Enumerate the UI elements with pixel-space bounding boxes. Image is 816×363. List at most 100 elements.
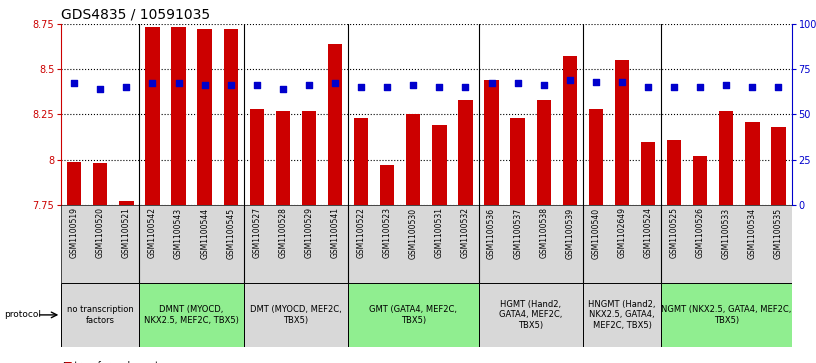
Text: GSM1100545: GSM1100545 xyxy=(226,207,235,258)
Text: GSM1100524: GSM1100524 xyxy=(644,207,653,258)
Bar xyxy=(537,100,551,205)
Text: GSM1100526: GSM1100526 xyxy=(696,207,705,258)
Point xyxy=(251,82,264,88)
Bar xyxy=(61,283,140,347)
Bar xyxy=(348,205,478,283)
Text: GSM1100537: GSM1100537 xyxy=(513,207,522,258)
Bar xyxy=(276,111,290,205)
Bar xyxy=(719,111,734,205)
Point xyxy=(563,77,576,83)
Text: GSM1100540: GSM1100540 xyxy=(592,207,601,258)
Bar xyxy=(771,127,786,205)
Text: protocol: protocol xyxy=(4,310,41,319)
Text: GSM1100519: GSM1100519 xyxy=(69,207,78,258)
Point xyxy=(381,84,394,90)
Point xyxy=(485,81,498,86)
Point xyxy=(720,82,733,88)
Bar xyxy=(140,205,244,283)
Bar xyxy=(406,114,420,205)
Text: GSM1100522: GSM1100522 xyxy=(357,207,366,258)
Bar xyxy=(661,283,792,347)
Bar xyxy=(250,109,264,205)
Bar xyxy=(244,205,348,283)
Bar xyxy=(478,283,583,347)
Point xyxy=(68,81,81,86)
Text: GSM1100532: GSM1100532 xyxy=(461,207,470,258)
Point xyxy=(746,84,759,90)
Point xyxy=(120,84,133,90)
Text: GSM1100544: GSM1100544 xyxy=(200,207,209,258)
Text: GSM1100542: GSM1100542 xyxy=(148,207,157,258)
Point xyxy=(172,81,185,86)
Bar xyxy=(224,29,238,205)
Bar xyxy=(171,27,186,205)
Text: ■ transformed count: ■ transformed count xyxy=(63,361,158,363)
Text: ■: ■ xyxy=(63,361,71,363)
Bar xyxy=(380,165,394,205)
Text: GSM1100534: GSM1100534 xyxy=(748,207,757,258)
Point xyxy=(198,82,211,88)
Point xyxy=(432,84,446,90)
Bar xyxy=(641,142,655,205)
Text: GSM1100521: GSM1100521 xyxy=(122,207,131,258)
Bar xyxy=(588,109,603,205)
Text: GSM1100536: GSM1100536 xyxy=(487,207,496,258)
Bar xyxy=(302,111,316,205)
Bar xyxy=(119,201,134,205)
Bar xyxy=(614,60,629,205)
Text: GSM1102649: GSM1102649 xyxy=(618,207,627,258)
Bar xyxy=(328,44,342,205)
Point xyxy=(511,81,524,86)
Bar xyxy=(459,100,472,205)
Bar xyxy=(432,125,446,205)
Bar xyxy=(244,283,348,347)
Bar xyxy=(61,205,140,283)
Point xyxy=(355,84,368,90)
Point xyxy=(94,86,107,92)
Text: GSM1100523: GSM1100523 xyxy=(383,207,392,258)
Text: GSM1100535: GSM1100535 xyxy=(774,207,783,258)
Bar xyxy=(485,80,499,205)
Text: GSM1100539: GSM1100539 xyxy=(565,207,574,258)
Text: NGMT (NKX2.5, GATA4, MEF2C,
TBX5): NGMT (NKX2.5, GATA4, MEF2C, TBX5) xyxy=(661,305,792,325)
Point xyxy=(641,84,654,90)
Point xyxy=(224,82,237,88)
Text: HNGMT (Hand2,
NKX2.5, GATA4,
MEF2C, TBX5): HNGMT (Hand2, NKX2.5, GATA4, MEF2C, TBX5… xyxy=(588,300,656,330)
Text: HGMT (Hand2,
GATA4, MEF2C,
TBX5): HGMT (Hand2, GATA4, MEF2C, TBX5) xyxy=(499,300,562,330)
Bar xyxy=(354,118,368,205)
Text: no transcription
factors: no transcription factors xyxy=(67,305,134,325)
Point xyxy=(615,79,628,85)
Bar xyxy=(661,205,792,283)
Text: GSM1100541: GSM1100541 xyxy=(330,207,339,258)
Text: GSM1100528: GSM1100528 xyxy=(278,207,287,258)
Bar xyxy=(93,163,108,205)
Bar xyxy=(348,283,478,347)
Text: GSM1100530: GSM1100530 xyxy=(409,207,418,258)
Point xyxy=(589,79,602,85)
Point xyxy=(694,84,707,90)
Text: GDS4835 / 10591035: GDS4835 / 10591035 xyxy=(61,7,211,21)
Bar xyxy=(478,205,583,283)
Bar xyxy=(67,162,82,205)
Bar xyxy=(693,156,707,205)
Text: GMT (GATA4, MEF2C,
TBX5): GMT (GATA4, MEF2C, TBX5) xyxy=(370,305,457,325)
Text: GSM1100543: GSM1100543 xyxy=(174,207,183,258)
Point xyxy=(303,82,316,88)
Point xyxy=(407,82,420,88)
Bar xyxy=(583,283,661,347)
Point xyxy=(146,81,159,86)
Bar xyxy=(583,205,661,283)
Point xyxy=(772,84,785,90)
Bar xyxy=(667,140,681,205)
Point xyxy=(667,84,681,90)
Bar xyxy=(140,283,244,347)
Point xyxy=(537,82,550,88)
Text: DMT (MYOCD, MEF2C,
TBX5): DMT (MYOCD, MEF2C, TBX5) xyxy=(250,305,342,325)
Text: GSM1100520: GSM1100520 xyxy=(95,207,104,258)
Point xyxy=(459,84,472,90)
Text: GSM1100533: GSM1100533 xyxy=(722,207,731,258)
Text: GSM1100527: GSM1100527 xyxy=(252,207,261,258)
Point xyxy=(329,81,342,86)
Bar xyxy=(197,29,212,205)
Point xyxy=(277,86,290,92)
